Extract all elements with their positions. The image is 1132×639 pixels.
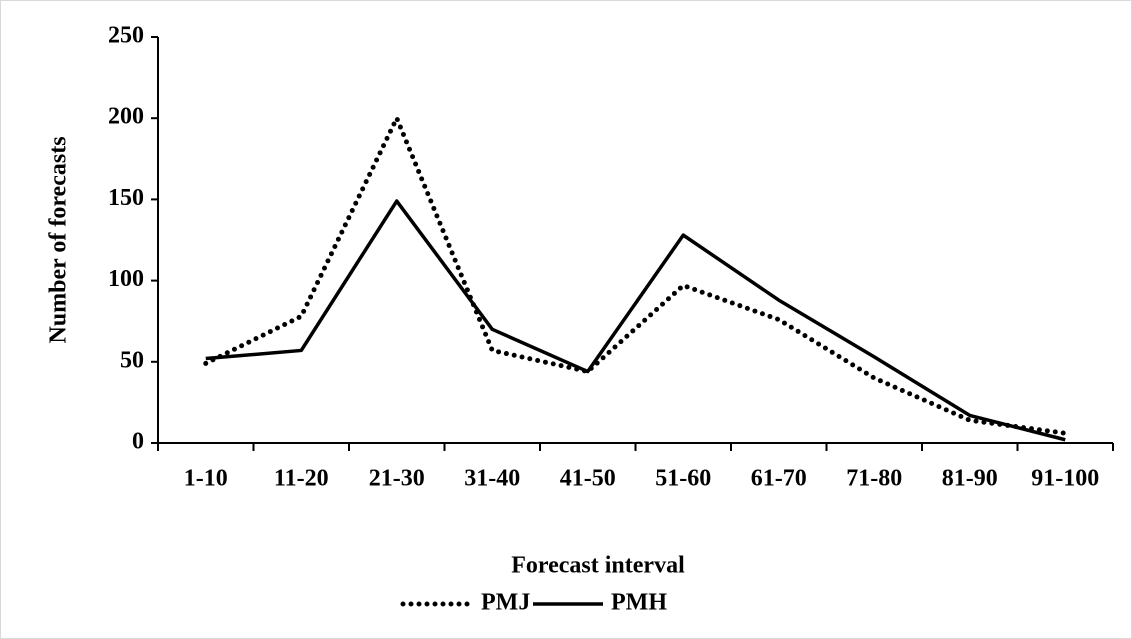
y-axis-label: Number of forecasts bbox=[46, 136, 72, 343]
x-tick-label: 41-50 bbox=[560, 466, 616, 492]
y-tick-label: 100 bbox=[108, 266, 144, 292]
y-tick-label: 50 bbox=[120, 347, 144, 373]
y-tick-label: 0 bbox=[132, 429, 144, 455]
x-tick-label: 1-10 bbox=[184, 466, 228, 492]
x-tick-label: 51-60 bbox=[655, 466, 711, 492]
legend-label: PMJ bbox=[481, 590, 530, 616]
x-tick-label: 81-90 bbox=[942, 466, 998, 492]
series-line bbox=[203, 115, 1068, 436]
y-tick-label: 250 bbox=[108, 23, 144, 49]
x-axis-label: Forecast interval bbox=[511, 553, 685, 579]
y-tick-label: 150 bbox=[108, 185, 144, 211]
x-tick-label: 61-70 bbox=[751, 466, 807, 492]
x-tick-label: 11-20 bbox=[274, 466, 329, 492]
x-tick-label: 21-30 bbox=[369, 466, 425, 492]
series-line bbox=[205, 199, 1066, 442]
x-tick-label: 71-80 bbox=[846, 466, 902, 492]
x-tick-label: 91-100 bbox=[1031, 466, 1099, 492]
y-tick-label: 200 bbox=[108, 104, 144, 130]
x-tick-label: 31-40 bbox=[464, 466, 520, 492]
legend-label: PMH bbox=[611, 590, 667, 616]
